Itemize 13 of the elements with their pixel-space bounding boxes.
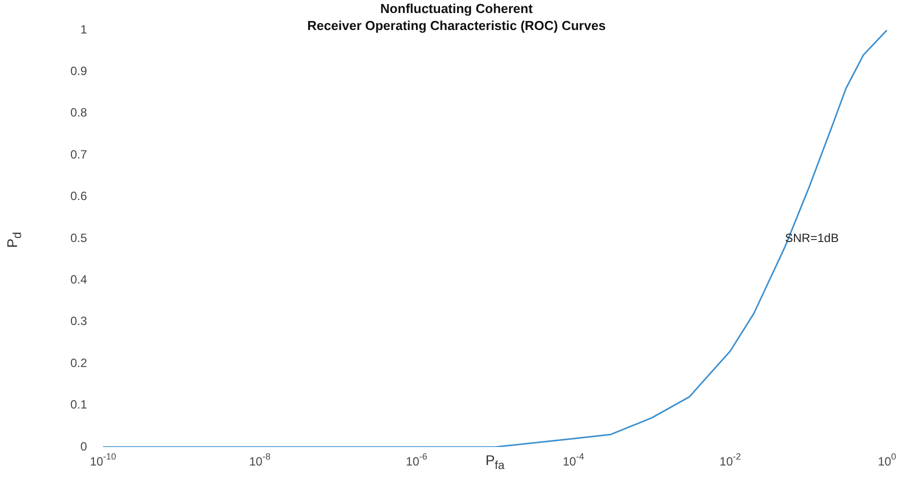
y-tick-label: 0.7 [70,147,88,162]
y-tick-label: 0 [80,439,88,454]
y-tick-label: 0.8 [70,106,88,120]
y-tick-label: 0.4 [70,272,88,287]
y-tick-label: 0.3 [70,314,88,328]
x-axis-title: P$_{fa}$ [485,452,505,472]
y-tick-label: 0.9 [70,64,88,78]
chart-title: Nonfluctuating Coherent Receiver Operating Characteristic (ROC) Curves [307,1,606,33]
y-tick-label: 0.5 [70,230,88,245]
y-tick-label: 0.1 [70,398,88,412]
y-tick-label: 0.2 [70,356,88,370]
y-tick-label: 0.6 [70,189,88,204]
y-tick-label: 1 [80,22,88,36]
